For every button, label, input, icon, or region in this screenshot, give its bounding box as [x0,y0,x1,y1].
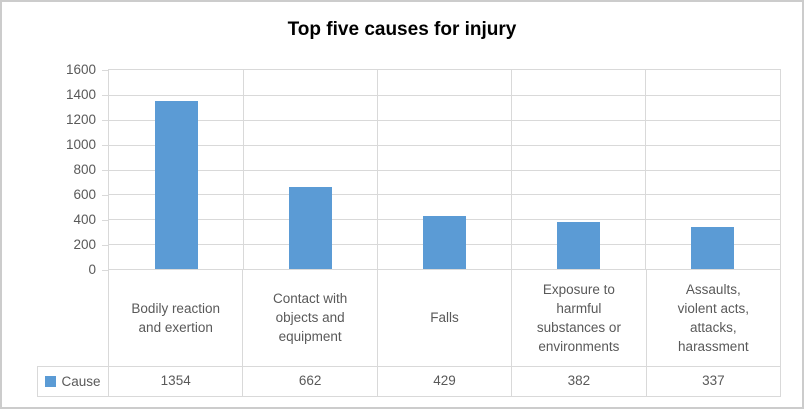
value-cell-3: 429 [378,366,513,396]
data-table-value-row: 1354 662 429 382 337 [108,366,781,397]
category-label-3: Falls [378,269,513,366]
category-label-5: Assaults, violent acts, attacks, harassm… [677,281,749,354]
category-label-2: Contact with objects and equipment [243,269,378,366]
category-axis-row: Bodily reaction and exertion Contact with… [108,269,781,367]
chart-title: Top five causes for injury [287,19,517,40]
bar-2 [288,186,332,269]
vertical-gridline [242,70,244,269]
horizontal-gridline [109,194,780,196]
y-axis-tick-mark [102,120,108,121]
horizontal-gridline [109,119,780,121]
vertical-gridline [511,70,513,269]
y-axis-tick-mark [102,245,108,246]
value-cell-1: 1354 [109,366,244,396]
y-axis-tick-label: 600 [73,186,96,202]
vertical-gridline [645,70,647,269]
y-axis-tick-label: 1600 [65,61,96,77]
y-axis-tick-mark [102,70,108,71]
bar-5 [691,227,735,269]
legend-swatch-icon [45,376,57,387]
bar-4 [557,221,601,269]
y-axis-tick-mark [102,195,108,196]
horizontal-gridline [109,94,780,96]
legend-cell: Cause [37,366,108,397]
value-cell-5: 337 [702,373,725,388]
y-axis-tick-label: 1400 [65,86,96,102]
horizontal-gridline [109,169,780,171]
value-cell-4: 382 [512,366,647,396]
vertical-gridline [376,70,378,269]
y-axis-tick-mark [102,170,108,171]
y-axis-tick-label: 0 [88,261,96,277]
y-axis-tick-label: 1000 [65,136,96,152]
y-axis-tick-label: 400 [73,211,96,227]
category-label-4: Exposure to harmful substances or enviro… [512,269,647,366]
y-axis-tick-label: 1200 [65,111,96,127]
plot-area [108,69,781,270]
bar-3 [423,215,466,269]
value-cell-2: 662 [243,366,378,396]
horizontal-gridline [109,144,780,146]
category-label-1: Bodily reaction and exertion [109,269,244,366]
y-axis-tick-mark [102,220,108,221]
y-axis-tick-label: 200 [73,236,96,252]
bar-1 [154,100,198,269]
y-axis-tick-mark [102,95,108,96]
legend-label: Cause [61,374,101,389]
table-row-divider [108,366,781,367]
y-axis-tick-label: 800 [73,161,96,177]
y-axis-tick-mark [102,145,108,146]
y-axis-tick-mark [102,270,108,271]
